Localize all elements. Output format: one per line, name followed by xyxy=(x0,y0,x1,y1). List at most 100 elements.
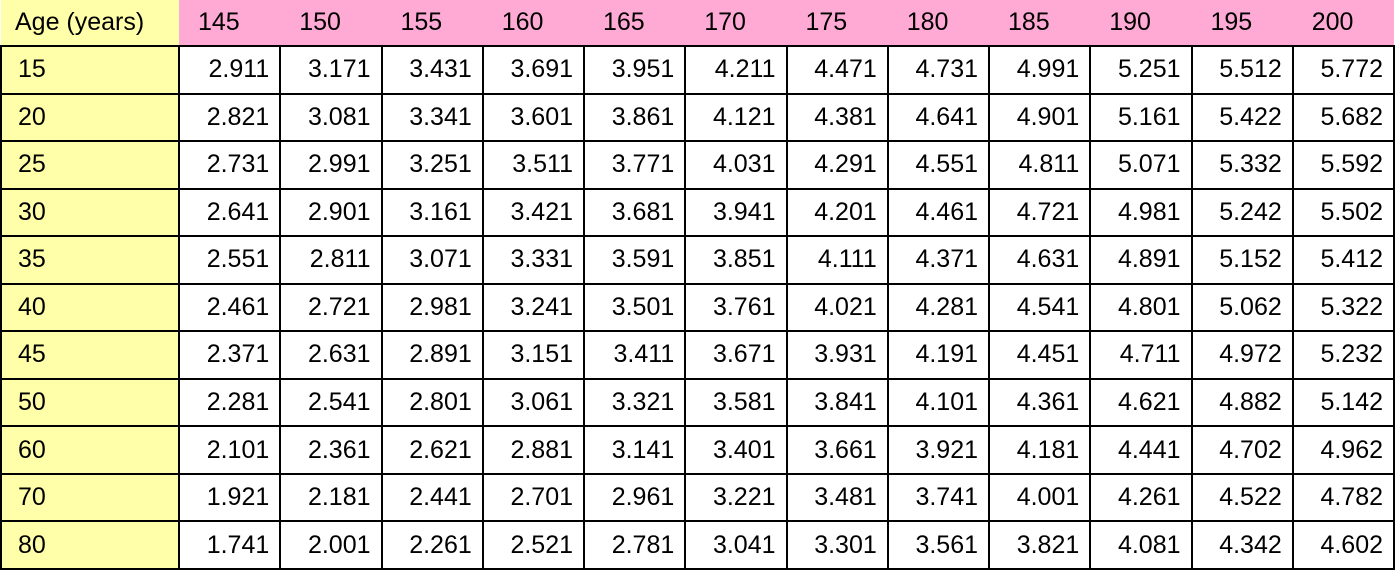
value-cell: 4.201 xyxy=(785,187,889,238)
value-cell: 5.412 xyxy=(1291,235,1395,285)
value-cell: 3.771 xyxy=(582,140,687,190)
value-cell: 5.071 xyxy=(1089,140,1193,190)
value-cell: 2.731 xyxy=(177,140,282,190)
column-header: 175 xyxy=(805,8,848,36)
column-header: 145 xyxy=(198,8,240,36)
value-cell: 3.591 xyxy=(582,235,687,285)
value-cell: 2.801 xyxy=(380,377,484,428)
value-cell: 3.681 xyxy=(582,187,687,238)
value-cell: 4.021 xyxy=(785,282,889,333)
value-cell: 5.062 xyxy=(1190,282,1294,333)
value-cell: 4.381 xyxy=(785,92,889,143)
value-cell: 2.261 xyxy=(380,520,484,570)
age-cell: 40 xyxy=(0,282,180,333)
age-cell: 80 xyxy=(0,520,180,570)
value-cell: 5.232 xyxy=(1291,330,1395,380)
value-cell: 2.641 xyxy=(177,187,282,238)
value-cell: 4.471 xyxy=(785,45,889,95)
value-cell: 3.581 xyxy=(684,377,788,428)
value-cell: 2.621 xyxy=(380,425,484,475)
age-cell: 60 xyxy=(0,425,180,475)
value-cell: 2.781 xyxy=(582,520,687,570)
value-cell: 4.111 xyxy=(785,235,889,285)
table-row: 40 2.461 2.721 2.981 3.241 3.501 3.761 4.021 4.2… xyxy=(0,282,1395,333)
value-cell: 2.631 xyxy=(279,330,383,380)
value-cell: 4.801 xyxy=(1089,282,1193,333)
value-cell: 3.661 xyxy=(785,425,889,475)
value-cell: 5.251 xyxy=(1089,45,1193,95)
column-header: 200 xyxy=(1311,8,1354,36)
value-cell: 4.211 xyxy=(684,45,788,95)
value-cell: 3.931 xyxy=(785,330,889,380)
table-body: 15 2.911 3.171 3.431 3.691 3.951 4.211 4.471 4.7… xyxy=(0,45,1395,570)
value-cell: 3.481 xyxy=(785,472,889,523)
table-row: 60 2.101 2.361 2.621 2.881 3.141 3.401 3.661 3.9… xyxy=(0,425,1395,475)
value-cell: 3.761 xyxy=(684,282,788,333)
value-cell: 4.121 xyxy=(684,92,788,143)
value-cell: 2.811 xyxy=(279,235,383,285)
value-cell: 2.361 xyxy=(279,425,383,475)
value-cell: 3.141 xyxy=(582,425,687,475)
value-cell: 3.941 xyxy=(684,187,788,238)
value-cell: 2.901 xyxy=(279,187,383,238)
value-cell: 4.882 xyxy=(1190,377,1294,428)
value-cell: 4.901 xyxy=(987,92,1092,143)
value-cell: 3.241 xyxy=(481,282,586,333)
table-row: 15 2.911 3.171 3.431 3.691 3.951 4.211 4.471 4.7… xyxy=(0,45,1395,95)
value-cell: 3.081 xyxy=(279,92,383,143)
value-cell: 4.342 xyxy=(1190,520,1294,570)
value-cell: 4.972 xyxy=(1190,330,1294,380)
table-row: 70 1.921 2.181 2.441 2.701 2.961 3.221 3.481 3.7… xyxy=(0,472,1395,523)
value-cell: 3.671 xyxy=(684,330,788,380)
value-cell: 4.602 xyxy=(1291,520,1395,570)
column-header: 150 xyxy=(299,8,341,36)
age-cell: 15 xyxy=(0,45,180,95)
column-header: 195 xyxy=(1210,8,1253,36)
header-row: Age (years) 145 150 155 160 165 170 175 180 185 1… xyxy=(1,0,1394,46)
value-cell: 2.701 xyxy=(481,472,586,523)
value-cell: 3.851 xyxy=(684,235,788,285)
value-cell: 3.511 xyxy=(481,140,586,190)
age-cell: 20 xyxy=(0,92,180,143)
value-cell: 2.371 xyxy=(177,330,282,380)
value-cell: 2.001 xyxy=(279,520,383,570)
value-cell: 3.501 xyxy=(582,282,687,333)
value-cell: 3.041 xyxy=(684,520,788,570)
age-cell: 50 xyxy=(0,377,180,428)
value-cell: 3.921 xyxy=(886,425,991,475)
table-row: 30 2.641 2.901 3.161 3.421 3.681 3.941 4.201 4.4… xyxy=(0,187,1395,238)
value-cell: 4.621 xyxy=(1089,377,1193,428)
table-row: 45 2.371 2.631 2.891 3.151 3.411 3.671 3.931 4.1… xyxy=(0,330,1395,380)
value-cell: 2.721 xyxy=(279,282,383,333)
value-cell: 2.981 xyxy=(380,282,484,333)
value-cell: 2.551 xyxy=(177,235,282,285)
column-header: 180 xyxy=(906,8,949,36)
value-cell: 4.702 xyxy=(1190,425,1294,475)
value-cell: 5.242 xyxy=(1190,187,1294,238)
value-cell: 3.601 xyxy=(481,92,586,143)
column-header: 170 xyxy=(704,8,746,36)
value-cell: 4.081 xyxy=(1089,520,1193,570)
value-cell: 4.731 xyxy=(886,45,991,95)
column-header: 155 xyxy=(400,8,443,36)
table-row: 35 2.551 2.811 3.071 3.331 3.591 3.851 4.111 4.3… xyxy=(0,235,1395,285)
age-cell: 30 xyxy=(0,187,180,238)
column-header: 185 xyxy=(1008,8,1050,36)
value-cell: 5.322 xyxy=(1291,282,1395,333)
value-cell: 3.421 xyxy=(481,187,586,238)
value-cell: 5.332 xyxy=(1190,140,1294,190)
value-cell: 2.441 xyxy=(380,472,484,523)
value-cell: 4.811 xyxy=(987,140,1092,190)
value-cell: 4.522 xyxy=(1190,472,1294,523)
value-cell: 2.521 xyxy=(481,520,586,570)
value-cell: 4.371 xyxy=(886,235,991,285)
value-cell: 3.151 xyxy=(481,330,586,380)
value-cell: 5.161 xyxy=(1089,92,1193,143)
value-cell: 5.142 xyxy=(1291,377,1395,428)
value-cell: 5.682 xyxy=(1291,92,1395,143)
table-row: 80 1.741 2.001 2.261 2.521 2.781 3.041 3.301 3.5… xyxy=(0,520,1395,570)
value-cell: 2.881 xyxy=(481,425,586,475)
table-row: 20 2.821 3.081 3.341 3.601 3.861 4.121 4.381 4.6… xyxy=(0,92,1395,143)
value-cell: 2.961 xyxy=(582,472,687,523)
value-cell: 3.561 xyxy=(886,520,991,570)
